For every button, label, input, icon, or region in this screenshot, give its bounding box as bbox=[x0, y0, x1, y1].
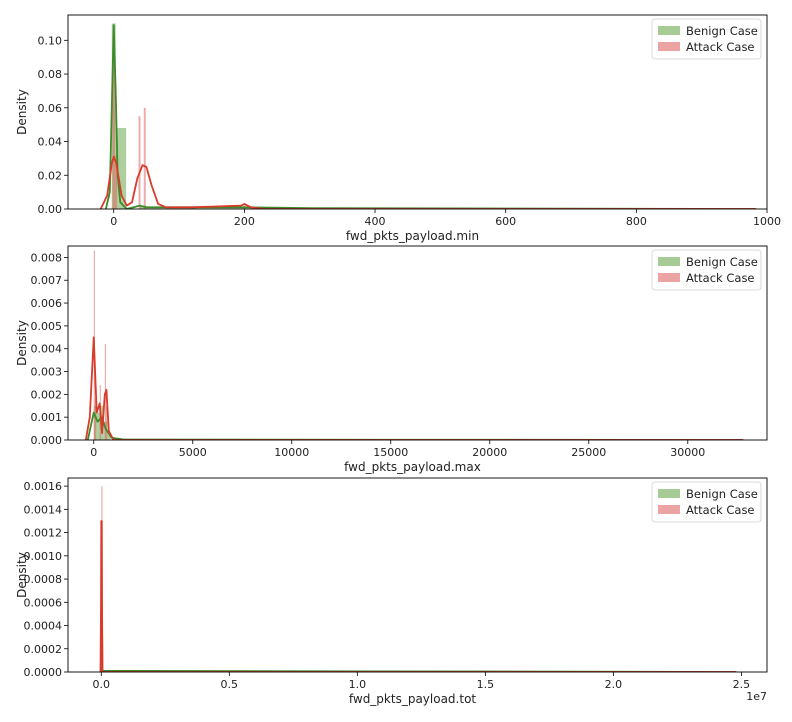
y-tick-label: 0.00 bbox=[38, 203, 63, 216]
y-tick-label: 0.000 bbox=[31, 434, 63, 447]
axes-frame bbox=[67, 477, 768, 673]
y-tick-label: 0.04 bbox=[38, 136, 63, 149]
x-tick-label: 600 bbox=[495, 215, 516, 228]
y-tick-label: 0.007 bbox=[31, 274, 63, 287]
legend-label-benign: Benign Case bbox=[686, 24, 758, 38]
histogram-bar-attack bbox=[94, 398, 97, 440]
y-tick-label: 0.002 bbox=[31, 388, 63, 401]
histogram-bar-benign bbox=[97, 412, 101, 440]
x-tick-label: 30000 bbox=[670, 446, 705, 459]
legend: Benign Case Attack Case bbox=[651, 249, 762, 291]
x-tick-label: 10000 bbox=[274, 446, 309, 459]
y-tick-label: 0.0012 bbox=[24, 527, 63, 540]
kde-line-benign bbox=[105, 24, 756, 209]
x-tick-label: 800 bbox=[626, 215, 647, 228]
legend-label-benign: Benign Case bbox=[686, 487, 758, 501]
y-tick-label: 0.0004 bbox=[24, 620, 63, 633]
x-tick-label: 1.0 bbox=[349, 678, 367, 691]
y-axis-label: Density bbox=[15, 89, 29, 135]
x-tick-label: 1.5 bbox=[477, 678, 495, 691]
legend-label-benign: Benign Case bbox=[686, 255, 758, 269]
x-tick-label: 25000 bbox=[571, 446, 606, 459]
y-tick-label: 0.0002 bbox=[24, 643, 63, 656]
y-tick-label: 0.004 bbox=[31, 343, 63, 356]
y-tick-label: 0.005 bbox=[31, 320, 63, 333]
y-tick-label: 0.008 bbox=[31, 251, 63, 264]
histogram-bar-attack bbox=[106, 405, 108, 440]
y-tick-label: 0.0010 bbox=[24, 550, 63, 563]
x-axis-label: fwd_pkts_payload.tot bbox=[349, 692, 477, 706]
x-tick-label: 5000 bbox=[179, 446, 207, 459]
y-tick-label: 0.003 bbox=[31, 366, 63, 379]
x-offset-label: 1e7 bbox=[746, 690, 767, 703]
legend: Benign Case Attack Case bbox=[651, 481, 762, 523]
y-tick-label: 0.001 bbox=[31, 411, 63, 424]
y-tick-label: 0.10 bbox=[38, 34, 63, 47]
x-axis-label: fwd_pkts_payload.min bbox=[346, 229, 479, 243]
histogram-bar-attack bbox=[143, 107, 146, 209]
legend-label-attack: Attack Case bbox=[686, 271, 755, 285]
chart-panel-1: 0 200 400 600 800 1000 0.00 0.02 0.04 0.06 0.08 0.1… bbox=[15, 14, 781, 243]
y-tick-label: 0.006 bbox=[31, 297, 63, 310]
kde-line-benign bbox=[86, 411, 744, 440]
x-tick-label: 0.5 bbox=[221, 678, 239, 691]
y-tick-label: 0.0000 bbox=[24, 666, 63, 679]
x-tick-label: 400 bbox=[365, 215, 386, 228]
plot-area bbox=[99, 23, 756, 209]
kde-line-attack bbox=[99, 520, 737, 672]
plot-area bbox=[99, 486, 737, 672]
kde-line-benign bbox=[99, 636, 737, 672]
histogram-bar-attack bbox=[138, 116, 141, 209]
x-tick-label: 0 bbox=[90, 446, 97, 459]
legend-swatch-benign bbox=[658, 257, 680, 266]
plot-area bbox=[84, 250, 744, 440]
y-tick-label: 0.06 bbox=[38, 102, 63, 115]
legend-label-attack: Attack Case bbox=[686, 503, 755, 517]
chart-panel-3: 0.0 0.5 1.0 1.5 2.0 2.5 0.0000 0.0002 0.0004 0.00… bbox=[15, 477, 768, 706]
y-tick-label: 0.0014 bbox=[24, 503, 63, 516]
legend-swatch-benign bbox=[658, 26, 680, 35]
y-tick-label: 0.0008 bbox=[24, 573, 63, 586]
histogram-bar-benign bbox=[115, 128, 127, 209]
x-axis-label: fwd_pkts_payload.max bbox=[344, 460, 481, 474]
legend-swatch-benign bbox=[658, 489, 680, 498]
x-tick-label: 20000 bbox=[472, 446, 507, 459]
chart-panel-2: 0 5000 10000 15000 20000 25000 30000 0.000 0.001… bbox=[15, 245, 768, 474]
y-tick-label: 0.0006 bbox=[24, 596, 63, 609]
y-tick-label: 0.02 bbox=[38, 169, 63, 182]
x-tick-label: 200 bbox=[234, 215, 255, 228]
legend: Benign Case Attack Case bbox=[651, 18, 762, 60]
legend-swatch-attack bbox=[658, 273, 680, 282]
x-tick-label: 0 bbox=[110, 215, 117, 228]
y-tick-label: 0.08 bbox=[38, 68, 63, 81]
x-tick-label: 2.0 bbox=[605, 678, 623, 691]
legend-label-attack: Attack Case bbox=[686, 40, 755, 54]
x-tick-label: 1000 bbox=[753, 215, 781, 228]
axes-frame bbox=[67, 245, 768, 441]
x-tick-label: 0.0 bbox=[93, 678, 111, 691]
histogram-bar-benign bbox=[107, 433, 111, 440]
legend-swatch-attack bbox=[658, 42, 680, 51]
y-tick-label: 0.0016 bbox=[24, 480, 63, 493]
axes-frame bbox=[67, 14, 768, 210]
y-axis-label: Density bbox=[15, 552, 29, 598]
x-tick-label: 2.5 bbox=[733, 678, 751, 691]
histogram-bar-attack bbox=[115, 155, 117, 209]
kde-line-attack bbox=[84, 336, 744, 440]
y-axis-label: Density bbox=[15, 320, 29, 366]
legend-swatch-attack bbox=[658, 505, 680, 514]
x-tick-label: 15000 bbox=[373, 446, 408, 459]
histogram-bar-attack bbox=[112, 52, 116, 209]
kde-line-attack bbox=[99, 155, 756, 209]
